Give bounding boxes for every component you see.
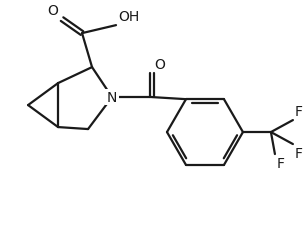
Text: O: O bbox=[47, 4, 58, 18]
Text: F: F bbox=[295, 146, 303, 160]
Text: O: O bbox=[154, 58, 165, 72]
Text: F: F bbox=[295, 105, 303, 119]
Text: N: N bbox=[107, 91, 117, 105]
Text: F: F bbox=[277, 156, 285, 170]
Text: OH: OH bbox=[118, 10, 139, 24]
